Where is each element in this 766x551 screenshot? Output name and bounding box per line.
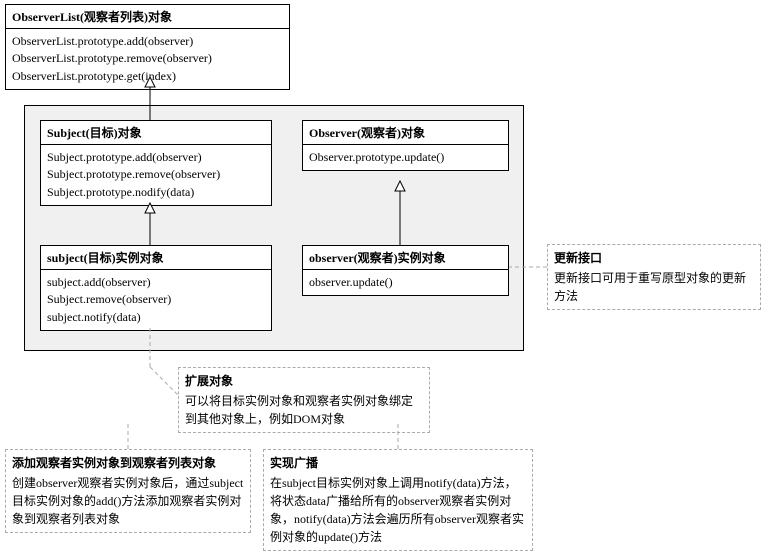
observer-inst-box: observer(观察者)实例对象 observer.update(): [302, 245, 509, 296]
observerlist-title: ObserverList(观察者列表)对象: [6, 5, 289, 29]
observerlist-box: ObserverList(观察者列表)对象 ObserverList.proto…: [5, 4, 290, 90]
observer-proto-body: Observer.prototype.update(): [303, 145, 508, 170]
subject-proto-title: Subject(目标)对象: [41, 121, 271, 145]
subject-proto-box: Subject(目标)对象 Subject.prototype.add(obse…: [40, 120, 272, 206]
note-update-body: 更新接口可用于重写原型对象的更新方法: [554, 269, 754, 305]
note-update-title: 更新接口: [554, 249, 754, 267]
subject-inst-box: subject(目标)实例对象 subject.add(observer) Su…: [40, 245, 272, 331]
note-extend: 扩展对象 可以将目标实例对象和观察者实例对象绑定到其他对象上，例如DOM对象: [178, 367, 430, 433]
subject-inst-body: subject.add(observer) Subject.remove(obs…: [41, 270, 271, 330]
subject-inst-title: subject(目标)实例对象: [41, 246, 271, 270]
note-update-interface: 更新接口 更新接口可用于重写原型对象的更新方法: [547, 244, 761, 310]
note-broadcast-body: 在subject目标实例对象上调用notify(data)方法，将状态data广…: [270, 474, 526, 546]
observer-proto-title: Observer(观察者)对象: [303, 121, 508, 145]
note-add-body: 创建observer观察者实例对象后，通过subject目标实例对象的add()…: [12, 474, 244, 528]
note-broadcast-title: 实现广播: [270, 454, 526, 472]
note-extend-body: 可以将目标实例对象和观察者实例对象绑定到其他对象上，例如DOM对象: [185, 392, 423, 428]
observer-inst-body: observer.update(): [303, 270, 508, 295]
note-add-title: 添加观察者实例对象到观察者列表对象: [12, 454, 244, 472]
note-extend-title: 扩展对象: [185, 372, 423, 390]
note-add-observer: 添加观察者实例对象到观察者列表对象 创建observer观察者实例对象后，通过s…: [5, 449, 251, 533]
observer-inst-title: observer(观察者)实例对象: [303, 246, 508, 270]
note-broadcast: 实现广播 在subject目标实例对象上调用notify(data)方法，将状态…: [263, 449, 533, 551]
subject-proto-body: Subject.prototype.add(observer) Subject.…: [41, 145, 271, 205]
observerlist-body: ObserverList.prototype.add(observer) Obs…: [6, 29, 289, 89]
observer-proto-box: Observer(观察者)对象 Observer.prototype.updat…: [302, 120, 509, 171]
